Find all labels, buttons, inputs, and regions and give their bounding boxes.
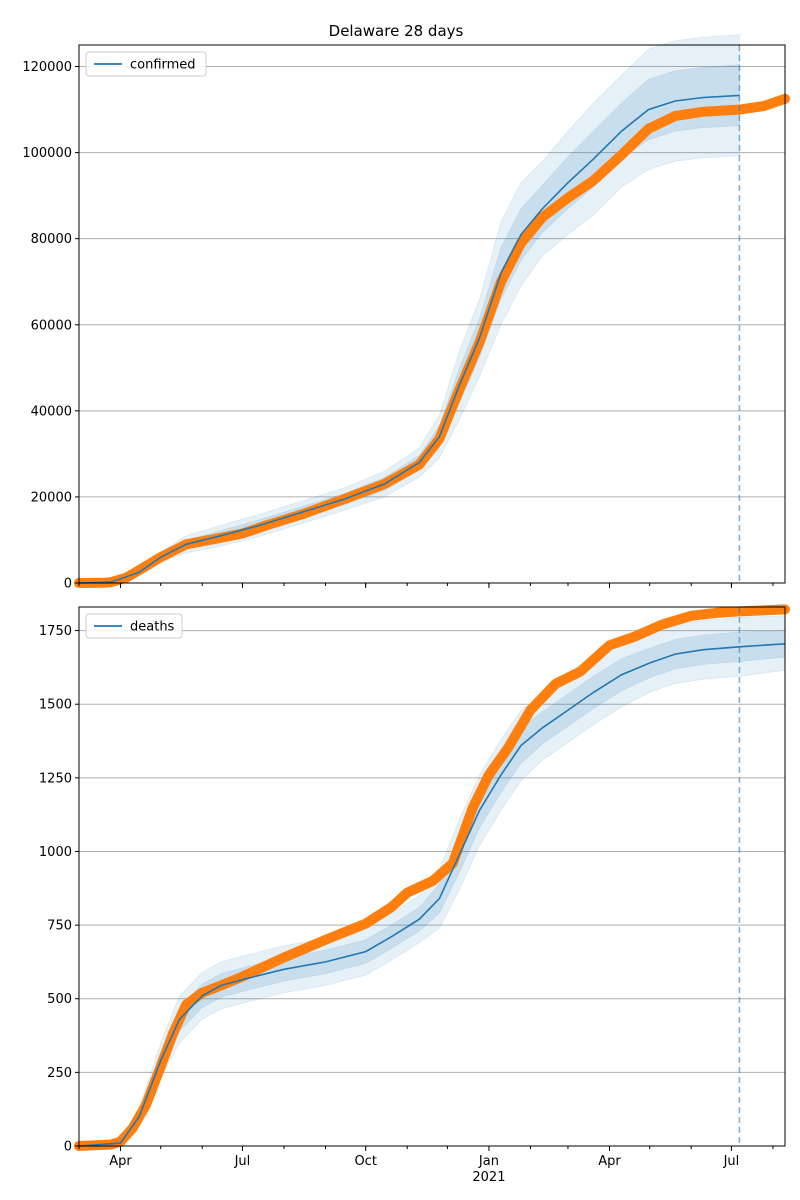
y-tick-label: 750 (47, 919, 72, 934)
y-tick-label: 250 (47, 1066, 72, 1081)
y-tick-label: 60000 (31, 318, 72, 333)
x-tick-label: Oct (354, 1154, 376, 1169)
y-tick-label: 40000 (31, 404, 72, 419)
y-tick-label: 500 (47, 992, 72, 1007)
y-tick-label: 1500 (39, 698, 72, 713)
axes-frame (78, 606, 786, 1147)
figure-title: Delaware 28 days (329, 22, 464, 40)
legend-label: confirmed (130, 58, 196, 73)
y-tick-label: 80000 (31, 232, 72, 247)
y-tick-label: 120000 (22, 60, 72, 75)
x-tick-label: Apr (109, 1154, 132, 1169)
deaths-panel: 0 250 500 750 1000 1250 1500 1750 Apr Jul Oct Jan20… (39, 604, 790, 1185)
y-tick-label: 1750 (39, 624, 72, 639)
legend-box (85, 51, 207, 77)
confirmed-panel: 0 20000 40000 60000 80000 100000 120000 confirm… (22, 34, 790, 592)
x-tick-label: Jul (234, 1154, 251, 1169)
model-series (78, 643, 786, 1147)
y-tick-label: 0 (64, 577, 72, 592)
x-tick-sublabel: 2021 (472, 1170, 505, 1185)
observed-series (74, 604, 790, 1151)
y-tick-label: 20000 (31, 490, 72, 505)
legend-label: deaths (130, 620, 175, 635)
legend: confirmed (85, 51, 207, 77)
legend-box (85, 613, 183, 639)
y-tick-label: 0 (64, 1140, 72, 1155)
x-tick-label: Jan (478, 1154, 499, 1169)
y-tick-label: 1000 (39, 845, 72, 860)
y-tick-label: 100000 (22, 146, 72, 161)
x-tick-label: Apr (598, 1154, 621, 1169)
y-tick-label: 1250 (39, 771, 72, 786)
legend: deaths (85, 613, 183, 639)
x-tick-label: Jul (723, 1154, 740, 1169)
model-series (78, 94, 740, 584)
axes-frame (78, 44, 786, 584)
